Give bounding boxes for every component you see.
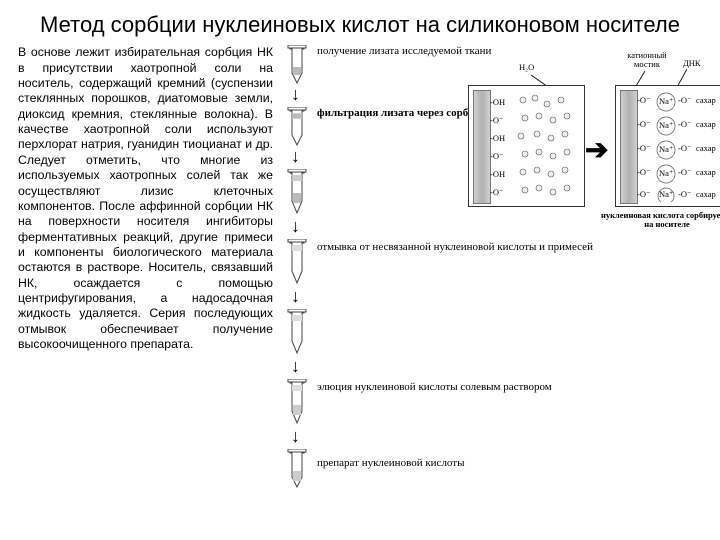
arrow-down-icon: ↓ (291, 287, 300, 305)
step-1-label: получение лизата исследуемой ткани (317, 45, 491, 57)
step-3-label: отмывка от несвязанной нуклеиновой кисло… (317, 241, 593, 253)
o-label: -O⁻ (678, 190, 691, 199)
step-4 (283, 309, 311, 355)
o-label: -O⁻ (490, 188, 503, 197)
description-text: В основе лежит избирательная сорбция НК … (18, 45, 283, 511)
spin-column-icon (283, 169, 311, 215)
spin-column-icon (283, 379, 311, 425)
oh-label: -OH (490, 170, 505, 179)
o-label: -O⁻ (678, 168, 691, 177)
sugar-label: сахар (696, 144, 716, 153)
slide: Метод сорбции нуклеиновых кислот на сили… (0, 0, 720, 540)
na-label: Na⁺ (659, 121, 673, 130)
o-label: -O⁻ (490, 152, 503, 161)
arrow-down-icon: ↓ (291, 427, 300, 445)
na-label: Na⁺ (659, 97, 673, 106)
intermediate-tube-1 (283, 169, 311, 215)
spin-column-icon (283, 309, 311, 355)
big-arrow-icon: ➔ (585, 133, 608, 166)
o-label: -O⁻ (678, 96, 691, 105)
silica-column-icon (620, 90, 638, 204)
arrow-down-icon: ↓ (291, 357, 300, 375)
sugar-label: сахар (696, 96, 716, 105)
oh-label: -OH (490, 98, 505, 107)
panel-before: -OH -O⁻ -OH -O⁻ -OH -O⁻ (468, 85, 585, 207)
na-label: Na⁺ (659, 169, 673, 178)
o-label: -O⁻ (637, 144, 650, 153)
oh-label: -OH (490, 134, 505, 143)
na-label: Na⁺ (659, 145, 673, 154)
step-2: фильтрация лизата через сорбент (283, 107, 485, 147)
step-5: препарат нуклеиновой кислоты (283, 449, 464, 489)
o-label: -O⁻ (637, 96, 650, 105)
o-label: -O⁻ (637, 190, 650, 199)
o-label: -O⁻ (678, 120, 691, 129)
step-5-label: препарат нуклеиновой кислоты (317, 457, 464, 469)
page-title: Метод сорбции нуклеиновых кислот на сили… (18, 12, 702, 37)
arrow-down-icon: ↓ (291, 147, 300, 165)
panel-caption: нуклеиновая кислота сорбируется на носит… (597, 211, 720, 229)
microtube-icon (283, 45, 311, 85)
arrow-down-icon: ↓ (291, 85, 300, 103)
o-label: -O⁻ (490, 116, 503, 125)
step-4-label: элюция нуклеиновой кислоты солевым раств… (317, 381, 552, 393)
spin-column-icon (283, 239, 311, 285)
o-label: -O⁻ (678, 144, 691, 153)
intermediate-tube-3: элюция нуклеиновой кислоты солевым раств… (283, 379, 552, 425)
arrow-down-icon: ↓ (291, 217, 300, 235)
o-label: -O⁻ (637, 120, 650, 129)
microtube-icon (283, 449, 311, 489)
panel-after: -O⁻ -O⁻ -O⁻ -O⁻ -O⁻ Na⁺ Na⁺ Na⁺ Na⁺ Na⁺ … (615, 85, 720, 207)
intermediate-tube-2: отмывка от несвязанной нуклеиновой кисло… (283, 239, 593, 285)
water-cloud-icon (513, 90, 581, 202)
step-2-label: фильтрация лизата через сорбент (317, 107, 485, 119)
silica-column-icon (473, 90, 491, 204)
na-label: Na⁺ (659, 190, 673, 199)
sugar-label: сахар (696, 190, 716, 199)
o-label: -O⁻ (637, 168, 650, 177)
content-columns: В основе лежит избирательная сорбция НК … (18, 45, 702, 511)
microtube-icon (283, 107, 311, 147)
sugar-label: сахар (696, 168, 716, 177)
sugar-label: сахар (696, 120, 716, 129)
protocol-diagram: получение лизата исследуемой ткани ↓ фил… (283, 45, 702, 511)
step-1: получение лизата исследуемой ткани (283, 45, 491, 85)
